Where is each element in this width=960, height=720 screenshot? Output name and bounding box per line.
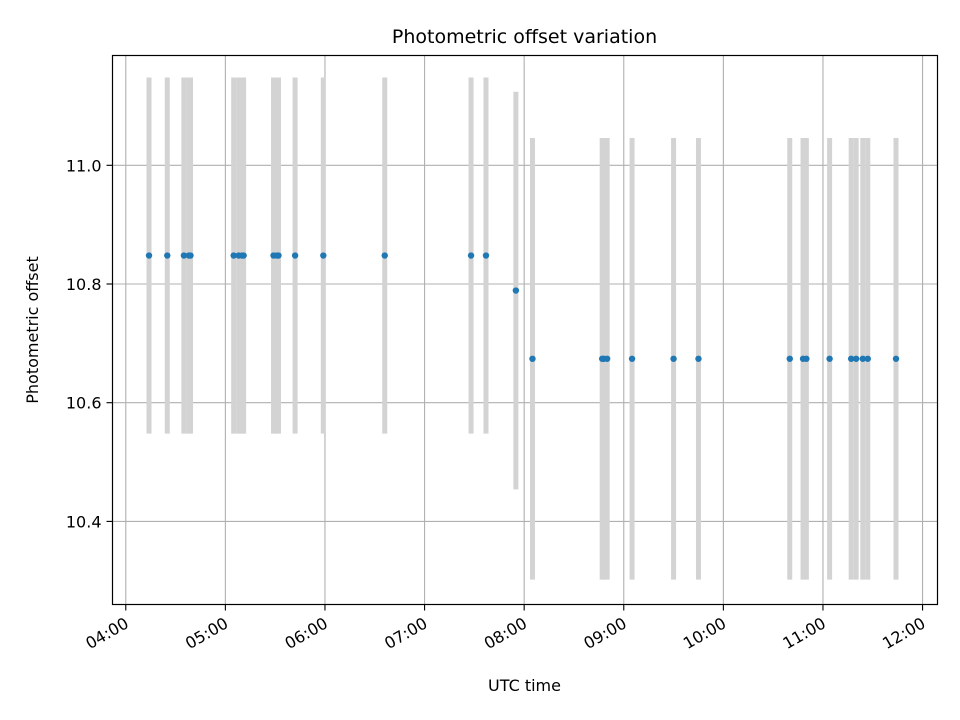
chart-title: Photometric offset variation xyxy=(392,26,657,48)
data-point xyxy=(695,355,702,362)
y-tick-label: 10.4 xyxy=(66,512,102,531)
data-point xyxy=(145,252,153,259)
y-axis-label: Photometric offset xyxy=(23,256,42,404)
data-point xyxy=(826,355,833,362)
y-tick-label: 11.0 xyxy=(66,156,102,175)
plot-frame xyxy=(111,54,939,606)
data-point xyxy=(864,355,871,362)
y-axis: 10.4 10.6 10.8 11.0 xyxy=(66,156,113,531)
data-point xyxy=(847,355,855,362)
data-point xyxy=(628,355,636,362)
data-point xyxy=(240,252,247,259)
data-point xyxy=(892,355,900,362)
data-point xyxy=(603,355,611,362)
data-point xyxy=(512,287,520,294)
data-point xyxy=(291,252,299,259)
data-points xyxy=(145,252,900,362)
data-point xyxy=(180,252,188,259)
data-point xyxy=(670,355,677,362)
data-point xyxy=(786,355,793,362)
data-point xyxy=(859,355,867,362)
y-tick-label: 10.6 xyxy=(66,394,102,413)
data-point xyxy=(275,252,282,259)
data-point xyxy=(381,252,388,259)
y-tick-label: 10.8 xyxy=(66,275,102,294)
data-point xyxy=(482,252,490,259)
data-point xyxy=(187,252,194,259)
data-point xyxy=(529,355,536,362)
data-point xyxy=(803,355,810,362)
data-point xyxy=(320,252,327,259)
x-axis-label: UTC time xyxy=(488,676,561,695)
data-point xyxy=(164,252,171,259)
data-point xyxy=(230,252,237,259)
data-point xyxy=(467,252,475,259)
data-point xyxy=(852,355,860,362)
